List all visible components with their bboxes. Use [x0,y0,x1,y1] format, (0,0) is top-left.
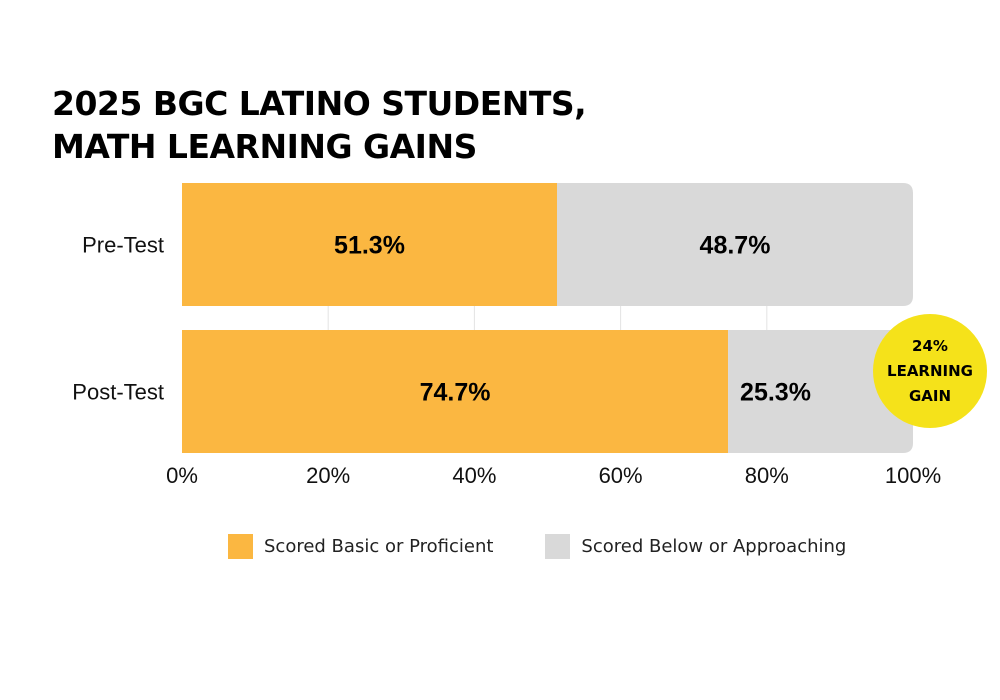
learning-gain-badge-text-1: 24% [912,337,948,355]
legend-swatch-below-approaching [545,534,571,559]
x-tick-label-100: 100% [885,463,941,488]
legend-swatch-basic-proficient [228,534,253,559]
x-tick-label-40: 40% [452,463,496,488]
learning-gain-badge-text-2: LEARNING [887,362,973,380]
x-tick-label-0: 0% [166,463,198,488]
legend: Scored Basic or Proficient Scored Below … [228,534,846,559]
bar-pre-test-scored-below-or-approaching [557,183,913,306]
x-tick-label-20: 20% [306,463,350,488]
x-tick-label-60: 60% [599,463,643,488]
legend-item-below-approaching: Scored Below or Approaching [545,534,846,559]
legend-item-basic-proficient: Scored Basic or Proficient [228,534,493,559]
data-label-pre-test-scored-basic-or-proficient: 51.3% [334,232,405,260]
x-tick-label-80: 80% [745,463,789,488]
category-label-pre-test: Pre-Test [82,233,164,258]
data-label-post-test-scored-below-or-approaching: 25.3% [740,379,811,407]
chart-title: 2025 BGC LATINO STUDENTS, MATH LEARNING … [52,82,587,168]
data-label-post-test-scored-basic-or-proficient: 74.7% [420,379,491,407]
bar-pre-test-scored-basic-or-proficient [182,183,558,306]
learning-gain-badge-circle [873,314,987,428]
legend-label-below-approaching: Scored Below or Approaching [581,536,847,557]
data-label-pre-test-scored-below-or-approaching: 48.7% [700,232,771,260]
bar-post-test-scored-below-or-approaching [728,330,913,453]
gridlines [327,306,768,330]
bar-post-test-scored-basic-or-proficient [182,330,729,453]
bars [182,183,913,453]
legend-label-basic-proficient: Scored Basic or Proficient [264,536,494,557]
category-label-post-test: Post-Test [72,380,164,405]
chart-title-line-1: 2025 BGC LATINO STUDENTS, [52,84,587,123]
data-labels: 51.3% 48.7% 74.7% 25.3% [334,232,811,407]
learning-gain-badge-text-3: GAIN [909,387,951,405]
axes: Pre-Test Post-Test 0% 20% 40% 60% 80% 100% [72,233,941,489]
chart-title-line-2: MATH LEARNING GAINS [52,127,477,166]
learning-gain-badge: 24% LEARNING GAIN [873,314,987,428]
